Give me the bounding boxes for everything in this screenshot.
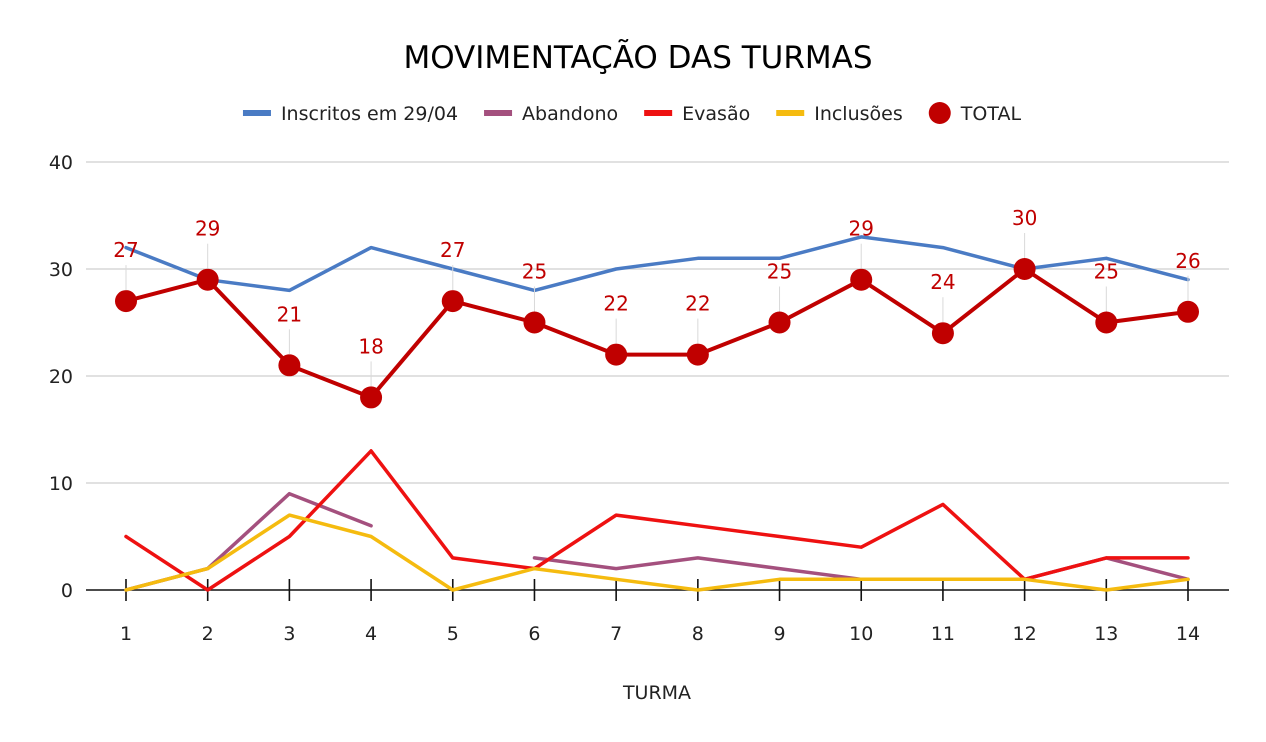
legend-swatch (484, 110, 513, 116)
series-lines (124, 235, 1190, 592)
y-axis-ticks: 0 10 20 30 40 (49, 152, 73, 602)
x-tick-label: 12 (1013, 623, 1037, 645)
gridlines (86, 161, 1229, 484)
y-tick-label: 40 (49, 152, 73, 174)
data-label: 22 (685, 292, 710, 316)
x-tick-label: 8 (692, 623, 704, 645)
total-point (1095, 311, 1118, 334)
legend-item: Inscritos em 29/04 (242, 103, 458, 125)
legend-item: TOTAL (928, 102, 1022, 125)
x-tick-label: 9 (773, 623, 785, 645)
legend-item: Inclusões (776, 103, 903, 125)
total-point (768, 311, 791, 334)
legend-label: Evasão (682, 103, 750, 125)
legend-label: Inclusões (814, 103, 903, 125)
legend-label: Inscritos em 29/04 (281, 103, 458, 125)
data-labels: 27 29 21 18 27 25 22 22 25 29 24 30 25 26 (113, 206, 1200, 358)
series-line (124, 513, 1190, 592)
x-tick-label: 2 (202, 623, 214, 645)
series-line (124, 267, 1190, 400)
y-tick-label: 30 (49, 259, 73, 281)
legend-label: TOTAL (960, 103, 1022, 125)
chart-title: MOVIMENTAÇÃO DAS TURMAS (403, 40, 872, 76)
data-label: 21 (277, 302, 302, 326)
y-tick-label: 10 (49, 473, 73, 495)
data-label: 30 (1012, 206, 1037, 230)
legend-item: Abandono (484, 103, 618, 125)
x-tick-label: 11 (931, 623, 955, 645)
x-tick-label: 10 (849, 623, 873, 645)
data-label: 27 (113, 238, 138, 262)
total-point (1177, 300, 1199, 323)
data-label: 22 (603, 292, 628, 316)
y-tick-label: 0 (61, 580, 73, 602)
legend-swatch (776, 110, 805, 116)
x-tick-label: 4 (365, 623, 377, 645)
total-point (360, 386, 383, 409)
x-tick-label: 13 (1094, 623, 1118, 645)
data-label: 18 (358, 334, 383, 358)
legend-swatch (644, 110, 673, 116)
x-tick-label: 14 (1176, 623, 1200, 645)
x-tick-label: 6 (528, 623, 540, 645)
data-label-leaders (125, 233, 1189, 387)
total-point (931, 322, 954, 345)
x-axis: 1 2 3 4 5 6 7 8 9 10 11 12 13 14 (86, 579, 1229, 645)
total-point (115, 290, 137, 313)
total-point (196, 268, 219, 291)
total-point (850, 268, 873, 291)
x-axis-label: TURMA (622, 682, 691, 704)
total-point (605, 343, 628, 366)
legend-swatch (928, 102, 951, 124)
x-tick-label: 5 (447, 623, 459, 645)
legend: Inscritos em 29/04 Abandono Evasão Inclusõe… (242, 102, 1022, 125)
data-label: 29 (849, 217, 874, 241)
legend-swatch (242, 110, 271, 116)
total-point (523, 311, 546, 334)
total-markers (115, 258, 1199, 409)
x-tick-label: 7 (610, 623, 622, 645)
data-label: 29 (195, 217, 220, 241)
data-label: 27 (440, 238, 465, 262)
total-point (278, 354, 301, 377)
x-tick-label: 3 (283, 623, 295, 645)
total-point (441, 290, 464, 313)
legend-item: Evasão (644, 103, 750, 125)
x-tick-label: 1 (120, 623, 132, 645)
data-label: 26 (1175, 249, 1200, 273)
data-label: 25 (1094, 260, 1119, 284)
data-label: 24 (930, 270, 955, 294)
series-line (124, 235, 1190, 293)
total-point (686, 343, 709, 366)
data-label: 25 (522, 260, 547, 284)
y-tick-label: 20 (49, 366, 73, 388)
legend-label: Abandono (522, 103, 618, 125)
series-line (124, 449, 1190, 592)
total-point (1013, 258, 1036, 280)
data-label: 25 (767, 260, 792, 284)
